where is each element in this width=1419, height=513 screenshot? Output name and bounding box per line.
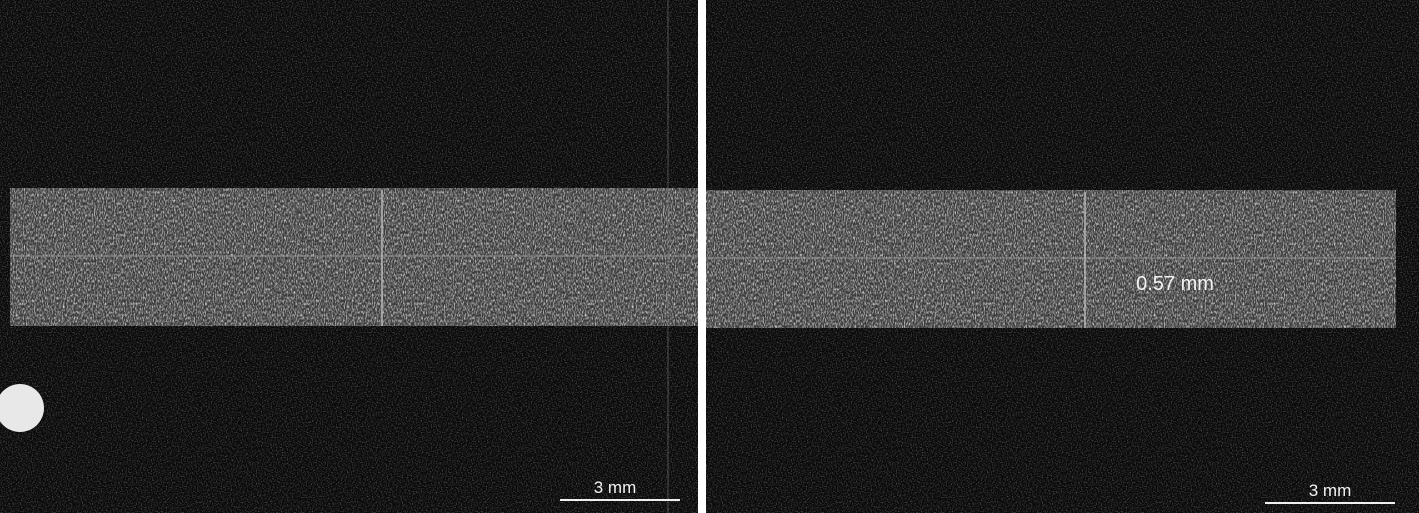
measurement-label: 0.57 mm	[1136, 273, 1214, 295]
spot	[0, 384, 44, 432]
left-panel: 3 mm	[0, 0, 698, 513]
scale-bar-label: 3 mm	[594, 478, 637, 497]
right-panel: 0.57 mm 3 mm	[706, 0, 1419, 513]
scale-bar-label: 3 mm	[1309, 481, 1352, 500]
band-texture	[10, 188, 698, 326]
band-texture	[706, 190, 1396, 328]
